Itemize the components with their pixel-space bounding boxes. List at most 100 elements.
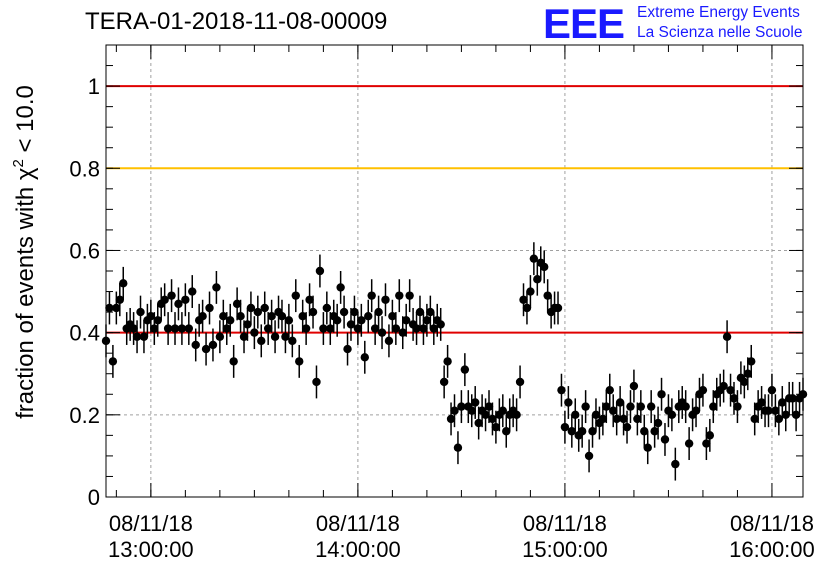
data-point: [332, 316, 342, 325]
data-point: [471, 398, 480, 407]
data-point: [315, 266, 325, 276]
data-point: [481, 410, 490, 420]
data-point: [564, 398, 573, 407]
data-point: [474, 418, 483, 428]
y-tick-label: 0: [88, 485, 100, 510]
data-point: [150, 324, 159, 333]
data-point: [181, 295, 190, 304]
data-point: [571, 410, 580, 420]
data-point: [629, 381, 639, 391]
y-tick-labels: 0 0.2 0.4 0.6 0.8 1: [69, 74, 100, 510]
data-point: [560, 422, 570, 432]
data-point: [453, 443, 463, 452]
data-point: [167, 291, 176, 300]
data-point: [681, 402, 690, 411]
y-axis-label: fraction of events with χ2 < 10.0: [10, 85, 39, 419]
data-point: [767, 385, 777, 395]
data-point: [626, 402, 635, 411]
data-point: [529, 254, 539, 263]
data-point: [771, 406, 780, 415]
data-point: [667, 410, 677, 420]
data-point: [284, 316, 294, 325]
data-point: [184, 324, 194, 333]
data-point: [657, 390, 666, 399]
data-point: [129, 324, 138, 333]
x-tick-date: 08/11/18: [316, 511, 400, 536]
data-point: [491, 422, 501, 432]
data-point: [446, 414, 456, 424]
data-point: [709, 402, 718, 411]
data-point: [353, 324, 363, 333]
grid-lines: [106, 45, 803, 497]
data-point: [429, 324, 438, 333]
data-point: [267, 312, 276, 321]
data-point: [136, 307, 145, 317]
data-point: [263, 324, 273, 333]
data-point: [281, 332, 290, 341]
data-point: [350, 307, 359, 317]
data-point: [132, 332, 142, 341]
data-point: [598, 414, 608, 424]
data-point: [519, 295, 528, 304]
data-point: [498, 406, 508, 415]
data-point: [112, 303, 121, 313]
data-point: [253, 307, 263, 317]
x-tick-time: 16:00:00: [729, 537, 815, 562]
data-point: [581, 402, 590, 411]
data-point: [191, 340, 200, 350]
data-point: [443, 357, 452, 366]
data-point: [291, 291, 300, 300]
data-point: [577, 427, 587, 436]
data-point: [764, 406, 773, 415]
data-point: [305, 295, 314, 304]
y-tick-label: 1: [88, 74, 100, 99]
x-tick-time: 13:00:00: [108, 537, 194, 562]
data-point: [526, 287, 535, 296]
data-point: [250, 328, 259, 337]
data-point: [322, 303, 332, 313]
data-point: [726, 385, 735, 395]
data-point: [374, 307, 383, 317]
data-point: [460, 365, 470, 374]
axis-ticks: [106, 44, 803, 498]
data-point: [502, 427, 511, 436]
data-point: [684, 439, 694, 448]
data-point: [436, 320, 445, 329]
data-point: [415, 307, 425, 317]
eee-logo: EEE Extreme Energy Events La Scienza nel…: [543, 0, 833, 47]
data-point: [219, 312, 228, 321]
data-point: [757, 398, 766, 407]
data-point: [719, 381, 728, 391]
data-point: [567, 427, 577, 436]
data-point: [553, 303, 563, 313]
data-point: [101, 336, 111, 346]
data-point: [360, 353, 369, 362]
data-point: [401, 316, 411, 325]
data-point: [163, 324, 173, 333]
data-point: [277, 312, 287, 321]
data-point: [588, 427, 597, 436]
data-point: [457, 402, 466, 411]
plot-frame: [105, 44, 804, 498]
chart-title: TERA-01-2018-11-08-00009: [85, 8, 388, 35]
data-point: [208, 340, 218, 350]
data-point: [326, 324, 335, 333]
data-point: [243, 320, 252, 329]
data-point: [484, 402, 494, 411]
logo-mark: EEE: [543, 0, 625, 47]
data-point: [260, 303, 269, 313]
data-point: [557, 385, 566, 395]
data-point: [646, 402, 656, 411]
data-point: [201, 344, 211, 354]
reference-lines: [106, 85, 803, 334]
data-point: [778, 398, 787, 407]
data-point: [450, 406, 459, 415]
data-point: [660, 435, 670, 444]
logo-line2: La Scienza nelle Scuole: [637, 24, 803, 41]
data-point: [391, 324, 401, 333]
data-point: [170, 324, 180, 333]
data-point: [295, 357, 304, 366]
data-point: [743, 369, 752, 378]
data-point: [671, 459, 680, 469]
